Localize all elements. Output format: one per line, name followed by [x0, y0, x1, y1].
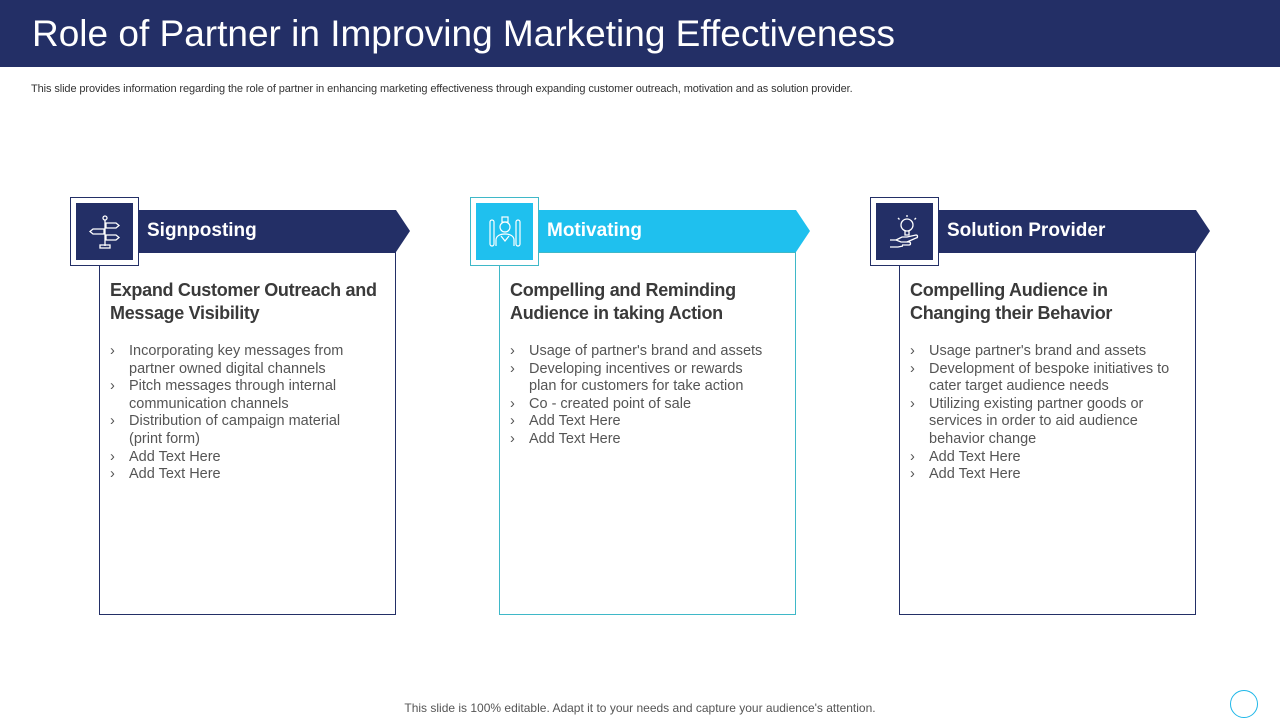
- icon-frame: [470, 197, 539, 266]
- title-bar: Role of Partner in Improving Marketing E…: [0, 0, 1280, 67]
- bullet-item: Distribution of campaign material (print…: [110, 413, 370, 448]
- signpost-icon: [76, 203, 133, 260]
- footer-note: This slide is 100% editable. Adapt it to…: [404, 701, 876, 715]
- bullet-item: Add Text Here: [110, 466, 370, 484]
- bullet-item: Incorporating key messages from partner …: [110, 343, 370, 378]
- bullet-item: Add Text Here: [510, 431, 770, 449]
- bullet-item: Development of bespoke initiatives to ca…: [910, 361, 1170, 396]
- bullet-item: Usage of partner's brand and assets: [510, 343, 770, 361]
- bullet-list: Usage partner's brand and assetsDevelopm…: [910, 343, 1170, 484]
- icon-frame: [870, 197, 939, 266]
- card-heading: Compelling Audience in Changing their Be…: [910, 280, 1113, 323]
- card-banner: Motivating: [532, 210, 810, 252]
- card-motivating: Motivating Compelling and Reminding Audi…: [470, 197, 810, 615]
- bullet-item: Co - created point of sale: [510, 396, 770, 414]
- bullet-item: Add Text Here: [510, 413, 770, 431]
- person-motivation-icon: [476, 203, 533, 260]
- lightbulb-hand-icon: [876, 203, 933, 260]
- bullet-item: Add Text Here: [110, 449, 370, 467]
- bullet-list: Usage of partner's brand and assetsDevel…: [510, 343, 770, 449]
- card-banner: Solution Provider: [932, 210, 1210, 252]
- card-heading: Expand Customer Outreach and Message Vis…: [110, 280, 377, 323]
- bullet-item: Developing incentives or rewards plan fo…: [510, 361, 770, 396]
- bullet-item: Add Text Here: [910, 466, 1170, 484]
- icon-frame: [70, 197, 139, 266]
- bullet-item: Utilizing existing partner goods or serv…: [910, 396, 1170, 449]
- bullet-item: Pitch messages through internal communic…: [110, 378, 370, 413]
- card-heading: Compelling and Reminding Audience in tak…: [510, 280, 736, 323]
- page-title: Role of Partner in Improving Marketing E…: [32, 13, 896, 54]
- card-signposting: Signposting Expand Customer Outreach and…: [70, 197, 410, 615]
- slide-description: This slide provides information regardin…: [31, 83, 853, 95]
- bullet-list: Incorporating key messages from partner …: [110, 343, 370, 484]
- circle-icon: [1230, 690, 1258, 718]
- bullet-item: Usage partner's brand and assets: [910, 343, 1170, 361]
- card-banner: Signposting: [132, 210, 410, 252]
- bullet-item: Add Text Here: [910, 449, 1170, 467]
- card-solution-provider: Solution Provider Compelling Audience in…: [870, 197, 1210, 615]
